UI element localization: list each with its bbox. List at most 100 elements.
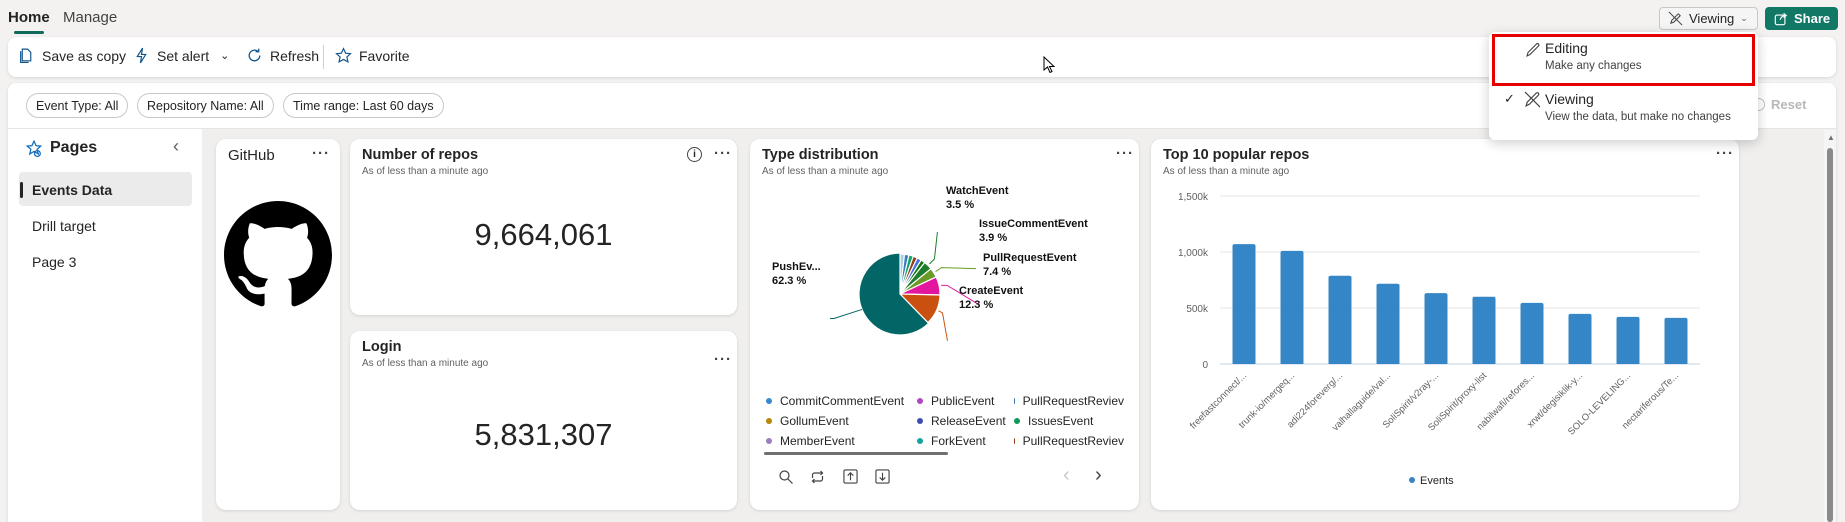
menu-item-subtitle: View the data, but make no changes bbox=[1545, 111, 1731, 123]
next-icon[interactable]: › bbox=[1095, 464, 1102, 486]
legend-item[interactable]: GollumEvent bbox=[766, 414, 849, 428]
favorite-button[interactable]: Favorite bbox=[335, 47, 410, 64]
card-subtitle: As of less than a minute ago bbox=[1163, 166, 1290, 177]
tab-manage[interactable]: Manage bbox=[63, 9, 118, 26]
legend-item[interactable]: MemberEvent bbox=[766, 434, 855, 448]
page-label: Page 3 bbox=[32, 254, 77, 270]
pie-leader-line bbox=[929, 231, 938, 265]
legend-item[interactable]: ForkEvent bbox=[917, 434, 986, 448]
page-events-data[interactable]: Events Data bbox=[19, 172, 192, 206]
collapse-pages-icon[interactable]: ‹ bbox=[173, 136, 179, 156]
filter-time-range[interactable]: Time range: Last 60 days bbox=[283, 93, 444, 118]
y-tick-label: 500k bbox=[1186, 304, 1209, 315]
tab-home[interactable]: Home bbox=[8, 9, 50, 26]
favorite-label: Favorite bbox=[359, 47, 410, 64]
login-card: Login As of less than a minute ago ··· 5… bbox=[350, 331, 737, 510]
legend-scrollbar[interactable] bbox=[764, 452, 948, 455]
filter-repository-name[interactable]: Repository Name: All bbox=[137, 93, 274, 118]
page-label: Drill target bbox=[32, 218, 96, 234]
refresh-icon bbox=[248, 48, 261, 62]
legend-label: IssuesEvent bbox=[1028, 414, 1094, 428]
pie-label-watch: WatchEvent 3.5 % bbox=[946, 185, 1009, 211]
card-subtitle: As of less than a minute ago bbox=[362, 358, 489, 369]
share-label: Share bbox=[1794, 11, 1831, 26]
chevron-down-icon: ⌄ bbox=[1740, 13, 1748, 23]
menu-item-viewing[interactable]: ✓ Viewing View the data, but make no cha… bbox=[1489, 88, 1758, 140]
card-subtitle: As of less than a minute ago bbox=[762, 166, 889, 177]
menu-item-editing[interactable]: Editing Make any changes bbox=[1489, 32, 1758, 87]
more-options-icon[interactable]: ··· bbox=[714, 351, 732, 368]
legend-dot bbox=[1409, 477, 1415, 483]
legend-label: GollumEvent bbox=[780, 414, 849, 428]
reset-label: Reset bbox=[1771, 97, 1807, 112]
legend-item[interactable]: PullRequestReviev bbox=[1014, 434, 1124, 448]
page-3[interactable]: Page 3 bbox=[19, 244, 192, 278]
filter-event-type[interactable]: Event Type: All bbox=[26, 93, 129, 118]
legend-item[interactable]: IssuesEvent bbox=[1014, 414, 1124, 428]
info-icon[interactable]: i bbox=[687, 147, 702, 162]
menu-item-subtitle: Make any changes bbox=[1545, 60, 1642, 72]
legend-item[interactable]: CommitCommentEvent bbox=[766, 394, 904, 408]
search-icon[interactable] bbox=[778, 469, 794, 485]
bar[interactable] bbox=[1472, 296, 1496, 364]
refresh-button[interactable]: Refresh bbox=[246, 47, 319, 64]
refresh-icon[interactable] bbox=[809, 469, 826, 485]
kpi-value: 5,831,307 bbox=[474, 417, 613, 452]
card-title: Top 10 popular repos bbox=[1163, 147, 1310, 163]
bar[interactable] bbox=[1664, 317, 1688, 364]
set-alert-label: Set alert bbox=[157, 47, 210, 64]
bar[interactable] bbox=[1376, 283, 1400, 364]
legend-dot bbox=[917, 418, 923, 424]
pie-slice-pushev-[interactable] bbox=[858, 252, 930, 336]
card-title: Type distribution bbox=[762, 147, 879, 163]
set-alert-button[interactable]: Set alert ⌄ bbox=[133, 47, 229, 64]
reset-button[interactable]: Reset bbox=[1752, 97, 1806, 112]
legend-item[interactable]: ReleaseEvent bbox=[917, 414, 1006, 428]
bar[interactable] bbox=[1520, 302, 1544, 364]
type-distribution-card: Type distribution As of less than a minu… bbox=[750, 139, 1139, 510]
share-button[interactable]: Share bbox=[1765, 7, 1838, 30]
bar[interactable] bbox=[1232, 244, 1256, 364]
pages-icon bbox=[25, 140, 43, 158]
refresh-label: Refresh bbox=[270, 47, 320, 64]
save-as-copy-button[interactable]: Save as copy bbox=[18, 47, 126, 64]
viewing-mode-button[interactable]: Viewing ⌄ bbox=[1659, 7, 1758, 30]
download-icon[interactable] bbox=[875, 469, 890, 484]
top-repos-card: Top 10 popular repos As of less than a m… bbox=[1151, 139, 1739, 510]
legend-dot bbox=[766, 438, 772, 444]
more-options-icon[interactable]: ··· bbox=[312, 145, 330, 162]
more-options-icon[interactable]: ··· bbox=[1716, 145, 1734, 162]
checkmark-icon: ✓ bbox=[1504, 91, 1515, 106]
previous-icon[interactable]: ‹ bbox=[1063, 464, 1070, 486]
editing-highlight-box bbox=[1492, 34, 1755, 86]
page-drill-target[interactable]: Drill target bbox=[19, 208, 192, 242]
bar[interactable] bbox=[1280, 250, 1304, 364]
pie-leader-line bbox=[935, 267, 977, 273]
y-tick-label: 1,000k bbox=[1178, 248, 1209, 259]
pie-label-pullrequest: PullRequestEvent 7.4 % bbox=[983, 252, 1077, 278]
star-icon bbox=[335, 47, 352, 64]
legend-label: ReleaseEvent bbox=[931, 414, 1006, 428]
bar[interactable] bbox=[1328, 275, 1352, 364]
mouse-cursor-icon bbox=[1043, 56, 1055, 74]
y-tick-label: 0 bbox=[1202, 360, 1208, 371]
more-options-icon[interactable]: ··· bbox=[1116, 145, 1134, 162]
legend-item[interactable]: PublicEvent bbox=[917, 394, 994, 408]
scrollbar-thumb[interactable] bbox=[1827, 148, 1833, 522]
legend-item[interactable]: PullRequestReviev bbox=[1014, 394, 1124, 408]
more-options-icon[interactable]: ··· bbox=[714, 145, 732, 162]
legend-label: PublicEvent bbox=[931, 394, 995, 408]
filter-divider bbox=[8, 128, 1836, 129]
legend-label[interactable]: Events bbox=[1420, 475, 1454, 487]
scroll-up-icon[interactable]: ▲ bbox=[1827, 133, 1835, 142]
github-logo-icon bbox=[224, 201, 332, 307]
bar[interactable] bbox=[1568, 313, 1592, 364]
pencil-icon bbox=[1526, 43, 1540, 58]
legend-dot bbox=[1014, 398, 1015, 404]
bar[interactable] bbox=[1424, 293, 1448, 364]
vertical-scrollbar[interactable]: ▲ bbox=[1824, 130, 1836, 522]
legend-dot bbox=[1014, 438, 1015, 444]
bar[interactable] bbox=[1616, 316, 1640, 364]
chevron-down-icon: ⌄ bbox=[220, 50, 230, 62]
export-up-icon[interactable] bbox=[843, 469, 858, 484]
